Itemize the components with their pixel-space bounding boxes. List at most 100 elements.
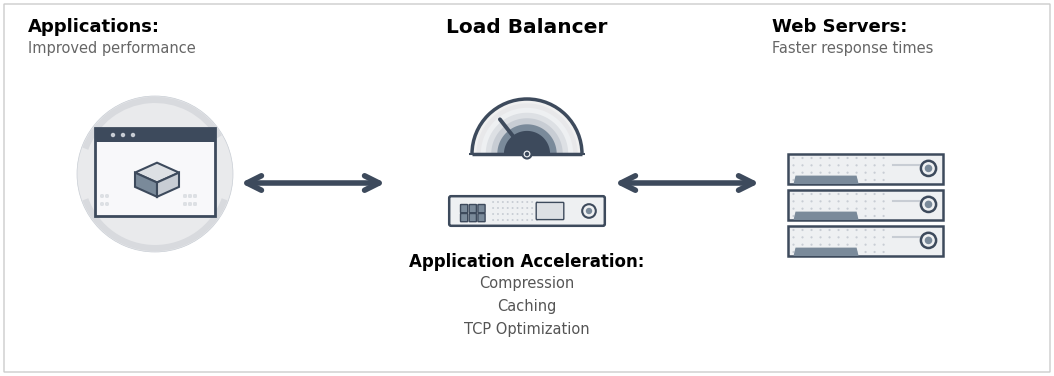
Circle shape [189, 194, 192, 198]
Circle shape [100, 194, 103, 198]
Circle shape [819, 215, 822, 217]
Circle shape [100, 194, 103, 198]
Circle shape [183, 202, 187, 206]
Circle shape [874, 251, 876, 253]
Circle shape [864, 229, 866, 231]
Polygon shape [794, 212, 859, 220]
Circle shape [811, 208, 813, 210]
Circle shape [828, 193, 831, 195]
Circle shape [801, 229, 803, 231]
Circle shape [828, 229, 831, 231]
Circle shape [189, 194, 192, 198]
Circle shape [811, 251, 813, 253]
Circle shape [856, 157, 858, 159]
Circle shape [856, 215, 858, 217]
Circle shape [828, 179, 831, 181]
Circle shape [856, 193, 858, 195]
Circle shape [189, 202, 192, 206]
Circle shape [882, 179, 884, 181]
Circle shape [516, 207, 519, 209]
Circle shape [111, 133, 115, 137]
Circle shape [189, 194, 192, 198]
Circle shape [811, 229, 813, 231]
Circle shape [846, 200, 848, 202]
Circle shape [846, 164, 848, 167]
Polygon shape [476, 103, 578, 154]
Circle shape [189, 202, 192, 206]
Circle shape [492, 213, 494, 215]
Circle shape [193, 202, 197, 206]
Circle shape [193, 194, 197, 198]
Circle shape [924, 165, 933, 172]
FancyBboxPatch shape [95, 128, 215, 142]
Polygon shape [481, 108, 573, 154]
Circle shape [828, 236, 831, 238]
Circle shape [193, 202, 197, 206]
Circle shape [801, 179, 803, 181]
Circle shape [819, 157, 822, 159]
Circle shape [105, 194, 109, 198]
Circle shape [828, 208, 831, 210]
Text: Application Acceleration:: Application Acceleration: [409, 253, 645, 271]
Circle shape [183, 194, 187, 198]
Circle shape [193, 202, 197, 206]
Circle shape [105, 202, 109, 206]
Circle shape [838, 193, 840, 195]
Circle shape [838, 229, 840, 231]
Circle shape [793, 179, 795, 181]
Circle shape [492, 207, 494, 209]
Circle shape [874, 244, 876, 246]
Circle shape [183, 194, 187, 198]
Circle shape [497, 201, 499, 203]
Circle shape [846, 193, 848, 195]
Circle shape [801, 244, 803, 246]
Circle shape [526, 213, 528, 215]
Circle shape [105, 202, 109, 206]
Circle shape [793, 251, 795, 253]
Circle shape [801, 164, 803, 167]
Circle shape [819, 236, 822, 238]
FancyBboxPatch shape [461, 214, 468, 222]
Circle shape [921, 197, 936, 212]
Circle shape [874, 193, 876, 195]
Circle shape [531, 207, 533, 209]
Circle shape [924, 237, 933, 244]
Circle shape [838, 215, 840, 217]
Circle shape [828, 251, 831, 253]
Circle shape [189, 202, 192, 206]
Circle shape [522, 201, 524, 203]
Circle shape [924, 201, 933, 208]
Circle shape [536, 213, 538, 215]
Circle shape [882, 229, 884, 231]
Circle shape [811, 236, 813, 238]
Circle shape [183, 194, 187, 198]
Circle shape [793, 208, 795, 210]
Circle shape [846, 215, 848, 217]
Circle shape [193, 194, 197, 198]
Circle shape [838, 171, 840, 174]
Circle shape [846, 236, 848, 238]
Circle shape [838, 179, 840, 181]
Circle shape [516, 219, 519, 221]
Circle shape [838, 251, 840, 253]
FancyBboxPatch shape [95, 128, 215, 216]
Polygon shape [497, 124, 557, 154]
FancyBboxPatch shape [469, 214, 476, 222]
Circle shape [105, 202, 109, 206]
Circle shape [189, 194, 192, 198]
Circle shape [492, 219, 494, 221]
Circle shape [882, 193, 884, 195]
Circle shape [193, 194, 197, 198]
Circle shape [105, 194, 109, 198]
Circle shape [846, 244, 848, 246]
Circle shape [811, 193, 813, 195]
Polygon shape [135, 163, 179, 182]
Circle shape [864, 157, 866, 159]
Circle shape [811, 157, 813, 159]
Circle shape [856, 164, 858, 167]
Circle shape [864, 193, 866, 195]
Circle shape [882, 236, 884, 238]
Circle shape [864, 251, 866, 253]
Circle shape [531, 219, 533, 221]
Circle shape [582, 204, 596, 218]
